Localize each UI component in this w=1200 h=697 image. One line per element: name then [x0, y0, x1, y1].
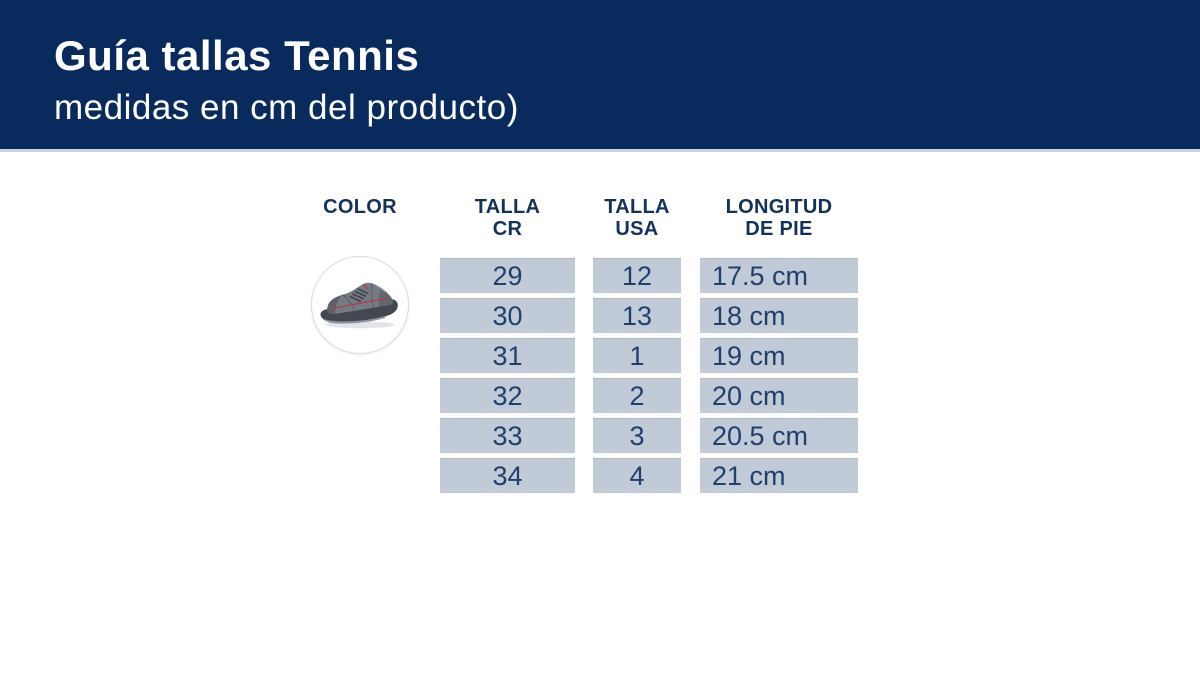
column-header-longitud: LONGITUD DE PIE — [693, 196, 865, 240]
cell-longitud: 17.5 cm — [700, 258, 858, 293]
column-talla-usa: 12 13 1 2 3 4 — [593, 258, 681, 493]
cell-longitud: 20.5 cm — [700, 418, 858, 453]
column-header-talla-cr: TALLA CR — [440, 196, 575, 240]
talla-cr-line2: CR — [492, 218, 523, 240]
longitud-line2: DE PIE — [745, 218, 813, 240]
cell-talla-cr: 30 — [440, 298, 575, 333]
column-header-talla-usa: TALLA USA — [593, 196, 681, 240]
page-subtitle: medidas en cm del producto) — [54, 88, 519, 127]
cell-talla-cr: 29 — [440, 258, 575, 293]
column-longitud: 17.5 cm 18 cm 19 cm 20 cm 20.5 cm 21 cm — [700, 258, 858, 493]
cell-talla-cr: 32 — [440, 378, 575, 413]
page-title: Guía tallas Tennis — [54, 32, 420, 79]
talla-usa-line1: TALLA — [604, 196, 670, 218]
talla-cr-line1: TALLA — [474, 196, 541, 218]
cell-talla-usa: 2 — [593, 378, 681, 413]
cell-talla-cr: 33 — [440, 418, 575, 453]
cell-talla-cr: 34 — [440, 458, 575, 493]
cell-talla-cr: 31 — [440, 338, 575, 373]
column-talla-cr: 29 30 31 32 33 34 — [440, 258, 575, 493]
column-header-color-label: COLOR — [323, 196, 397, 218]
header-band: Guía tallas Tennis medidas en cm del pro… — [0, 0, 1200, 152]
column-header-color: COLOR — [302, 196, 418, 218]
cell-talla-usa: 12 — [593, 258, 681, 293]
longitud-line1: LONGITUD — [725, 196, 833, 218]
talla-usa-line2: USA — [615, 218, 659, 240]
cell-talla-usa: 4 — [593, 458, 681, 493]
sneaker-icon — [320, 282, 398, 329]
cell-longitud: 18 cm — [700, 298, 858, 333]
cell-talla-usa: 3 — [593, 418, 681, 453]
cell-longitud: 19 cm — [700, 338, 858, 373]
cell-talla-usa: 1 — [593, 338, 681, 373]
product-photo-bubble — [311, 256, 409, 354]
cell-longitud: 21 cm — [700, 458, 858, 493]
cell-longitud: 20 cm — [700, 378, 858, 413]
cell-talla-usa: 13 — [593, 298, 681, 333]
